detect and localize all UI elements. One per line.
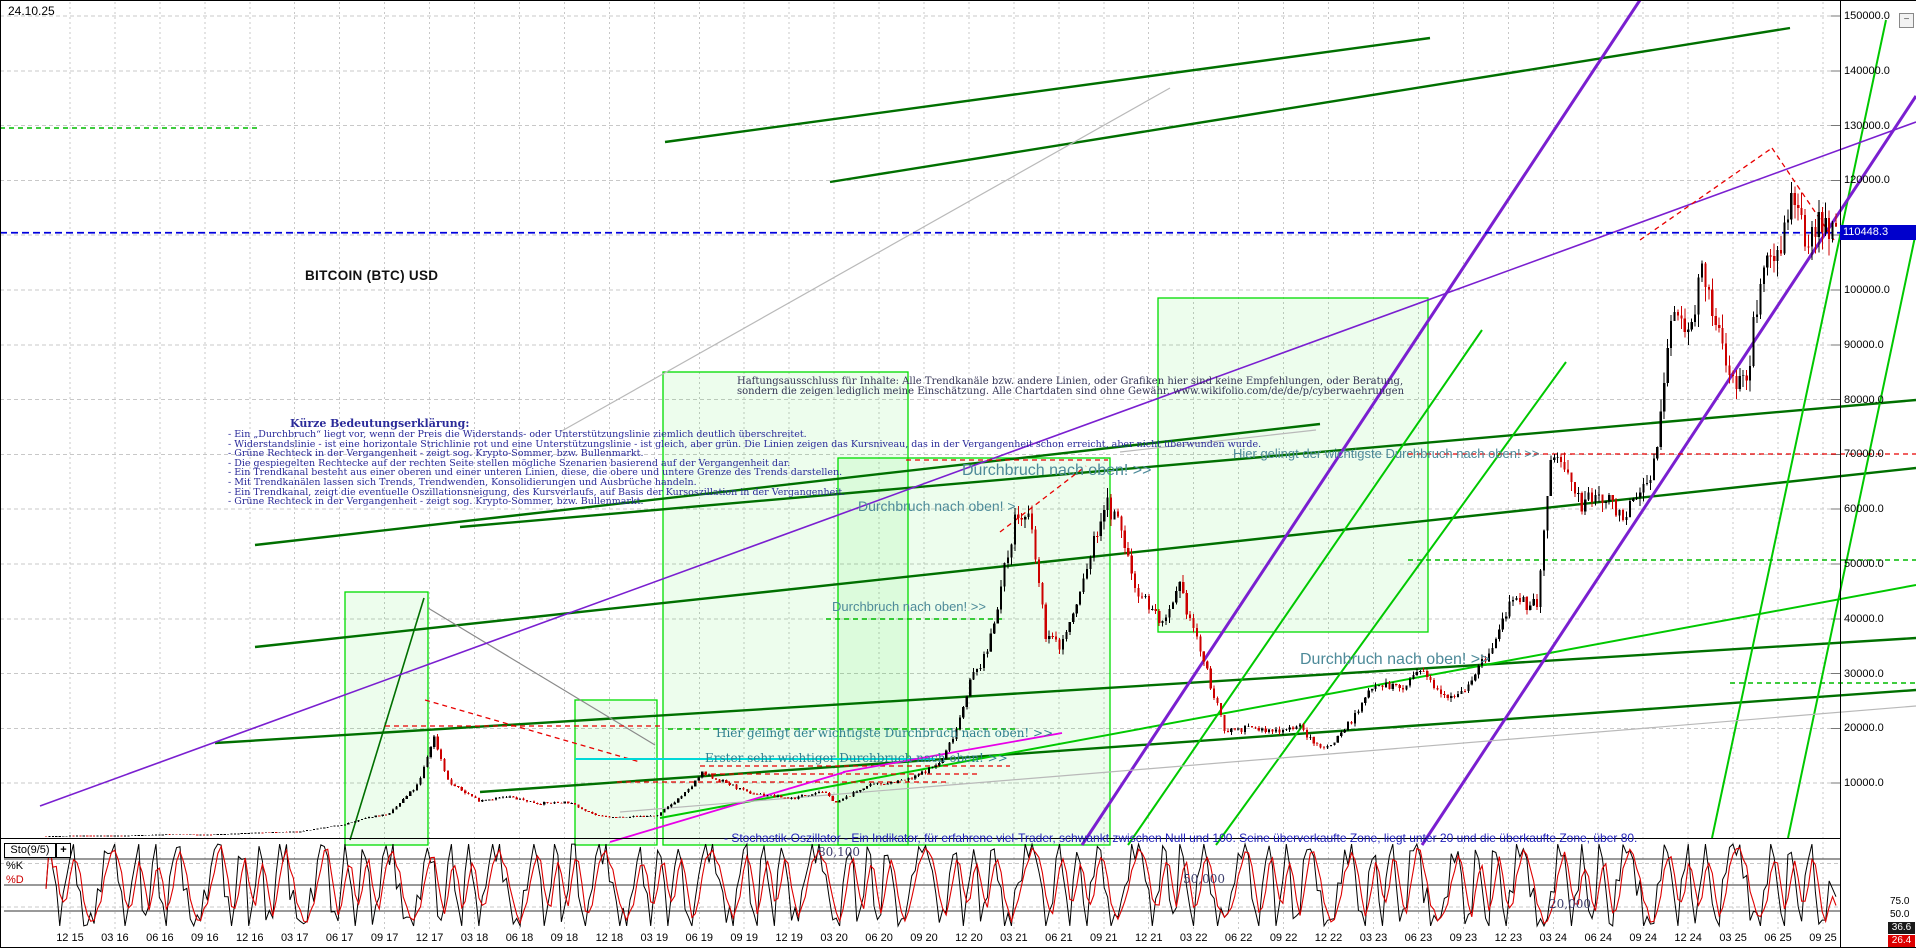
y-axis-label: 120000.0 (1844, 174, 1890, 187)
stochastic-level-75: 75.0 (1890, 896, 1910, 907)
x-axis-label: 03 20 (820, 932, 848, 944)
x-axis-label: 12 23 (1494, 932, 1523, 944)
chart-annotation[interactable]: 50,000 (1183, 872, 1225, 886)
chart-annotation[interactable]: 80,100 (818, 845, 860, 859)
stochastic-k-value-badge: 36.6 (1888, 922, 1915, 934)
x-axis-label: 09 23 (1449, 932, 1478, 944)
legend-explanation: Kürze Bedeutungserklärung: - Ein „Durchb… (228, 417, 1261, 507)
x-axis-label: 12 15 (56, 932, 84, 944)
x-axis-label: 06 16 (146, 932, 174, 944)
candlestick-series (44, 181, 1838, 838)
trend-lines[interactable] (0, 0, 1916, 846)
y-axis-label: 30000.0 (1844, 667, 1884, 680)
stochastic-indicator-button[interactable]: Sto(9/5) (4, 843, 56, 858)
x-axis-label: 03 23 (1359, 932, 1388, 944)
legend-title: Kürze Bedeutungserklärung: (290, 417, 470, 430)
x-axis-label: 09 21 (1090, 932, 1118, 944)
y-axis-label: 80000.0 (1844, 393, 1884, 406)
y-axis-label: 90000.0 (1844, 338, 1884, 351)
x-axis-label: 09 25 (1809, 932, 1837, 944)
x-axis-label: 09 18 (550, 932, 579, 944)
legend-line: - Die gespiegelten Rechtecke auf der rec… (228, 457, 791, 469)
stochastic-level-50: 50.0 (1890, 909, 1910, 920)
x-axis-label: 09 16 (191, 932, 219, 944)
legend-line: - Grüne Rechteck in der Vergangenheit - … (228, 448, 644, 460)
x-axis-label: 09 24 (1629, 932, 1657, 944)
stochastic-d-value-badge: 26.4 (1888, 935, 1915, 947)
y-axis-label: 130000.0 (1844, 119, 1890, 132)
symbol-title: BITCOIN (BTC) USD (305, 268, 439, 283)
x-axis-label: 06 22 (1224, 932, 1253, 944)
x-axis-label: 03 24 (1539, 932, 1568, 944)
y-axis-label: 50000.0 (1844, 558, 1884, 570)
chart-annotation[interactable]: 20,000 (1549, 897, 1591, 911)
disclaimer-text: Haftungsausschluss für Inhalte: Alle Tre… (737, 377, 1404, 397)
x-axis-label: 06 24 (1584, 932, 1612, 944)
x-axis-label: 06 25 (1764, 932, 1792, 944)
y-axis-label: 60000.0 (1844, 503, 1884, 516)
x-axis-label: 03 18 (460, 932, 489, 944)
y-axis-label: 20000.0 (1844, 722, 1884, 735)
stochastic-k-line (45, 842, 1837, 928)
y-axis-label: 140000.0 (1844, 64, 1890, 77)
y-axis-label: 150000.0 (1844, 10, 1890, 22)
x-axis-label: 03 22 (1179, 932, 1208, 944)
x-axis-label: 09 19 (730, 932, 758, 944)
chart-annotation[interactable]: Erster sehr wichtiger Durchbruch nach ob… (705, 751, 1008, 765)
chart-date: 24.10.25 (8, 4, 55, 18)
x-axis-label: 03 19 (640, 932, 669, 944)
x-axis-label: 06 20 (865, 932, 893, 944)
x-axis-label: 06 17 (325, 932, 354, 944)
x-axis-label: 09 20 (910, 932, 938, 944)
x-axis-label: 12 18 (595, 932, 624, 944)
disclaimer-line-1: Haftungsausschluss für Inhalte: Alle Tre… (737, 376, 1404, 387)
x-axis-label: 12 17 (415, 932, 444, 944)
legend-line: - Ein Trendkanal besteht aus einer obere… (228, 467, 843, 479)
x-axis-label: 12 19 (775, 932, 803, 944)
legend-line: - Grüne Rechteck in der Vergangenheit - … (228, 496, 644, 508)
d-line-label: %D (6, 874, 24, 886)
x-axis-label: 09 17 (370, 932, 399, 944)
x-axis-label: 12 20 (955, 932, 983, 944)
x-axis-label: 12 21 (1134, 932, 1163, 944)
stochastic-d-line (45, 844, 1837, 925)
current-price-badge: 110448.3 (1840, 225, 1916, 240)
legend-line: - Widerstandslinie - ist eine horizontal… (228, 438, 1262, 450)
stochastic-description: - Stochastik-Oszillator - Ein Indikator,… (724, 831, 1638, 845)
chart-annotation[interactable]: Durchbruch nach oben! >> (962, 462, 1152, 479)
k-line-label: %K (6, 860, 24, 872)
y-axis-label: 100000.0 (1844, 284, 1890, 296)
x-axis-label: 06 18 (505, 932, 534, 944)
expand-indicator-icon[interactable]: + (56, 843, 71, 858)
y-axis-label: 40000.0 (1844, 612, 1884, 625)
x-axis-label: 06 19 (685, 932, 714, 944)
chart-annotation[interactable]: Hier gelingt der wichtigste Durchbruch n… (716, 726, 1054, 740)
chart-annotation[interactable]: Durchbruch nach oben! >> (832, 599, 986, 614)
legend-line: - Ein Trendkanal, zeigt die eventuelle O… (228, 486, 846, 498)
x-axis-label: 12 24 (1674, 932, 1702, 944)
x-axis-label: 06 21 (1045, 932, 1073, 944)
x-axis-label: 12 22 (1314, 932, 1343, 944)
x-axis-label: 06 23 (1404, 932, 1433, 944)
x-axis-label: 12 16 (235, 932, 264, 944)
x-axis-label: 03 16 (101, 932, 129, 944)
legend-line: - Mit Trendkanälen lassen sich Trends, T… (228, 476, 697, 488)
collapse-axis-icon[interactable]: − (1899, 13, 1914, 28)
y-axis-label: 70000.0 (1844, 448, 1884, 461)
chart-annotation[interactable]: Durchbruch nach oben! >> (1300, 651, 1490, 668)
x-axis-label: 03 21 (1000, 932, 1028, 944)
disclaimer-line-2: sondern die zeigen lediglich meine Einsc… (737, 386, 1405, 397)
legend-line: - Ein „Durchbruch“ liegt vor, wenn der P… (228, 429, 807, 440)
chart-annotation[interactable]: Durchbruch nach oben! > (858, 498, 1016, 514)
x-axis-label: 03 25 (1719, 932, 1747, 944)
chart-annotation[interactable]: Hier gelingt der wichtigste Durchbruch n… (1233, 446, 1540, 461)
x-axis-label: 03 17 (280, 932, 309, 944)
y-axis-label: 10000.0 (1844, 777, 1884, 790)
x-axis-label: 09 22 (1269, 932, 1298, 944)
